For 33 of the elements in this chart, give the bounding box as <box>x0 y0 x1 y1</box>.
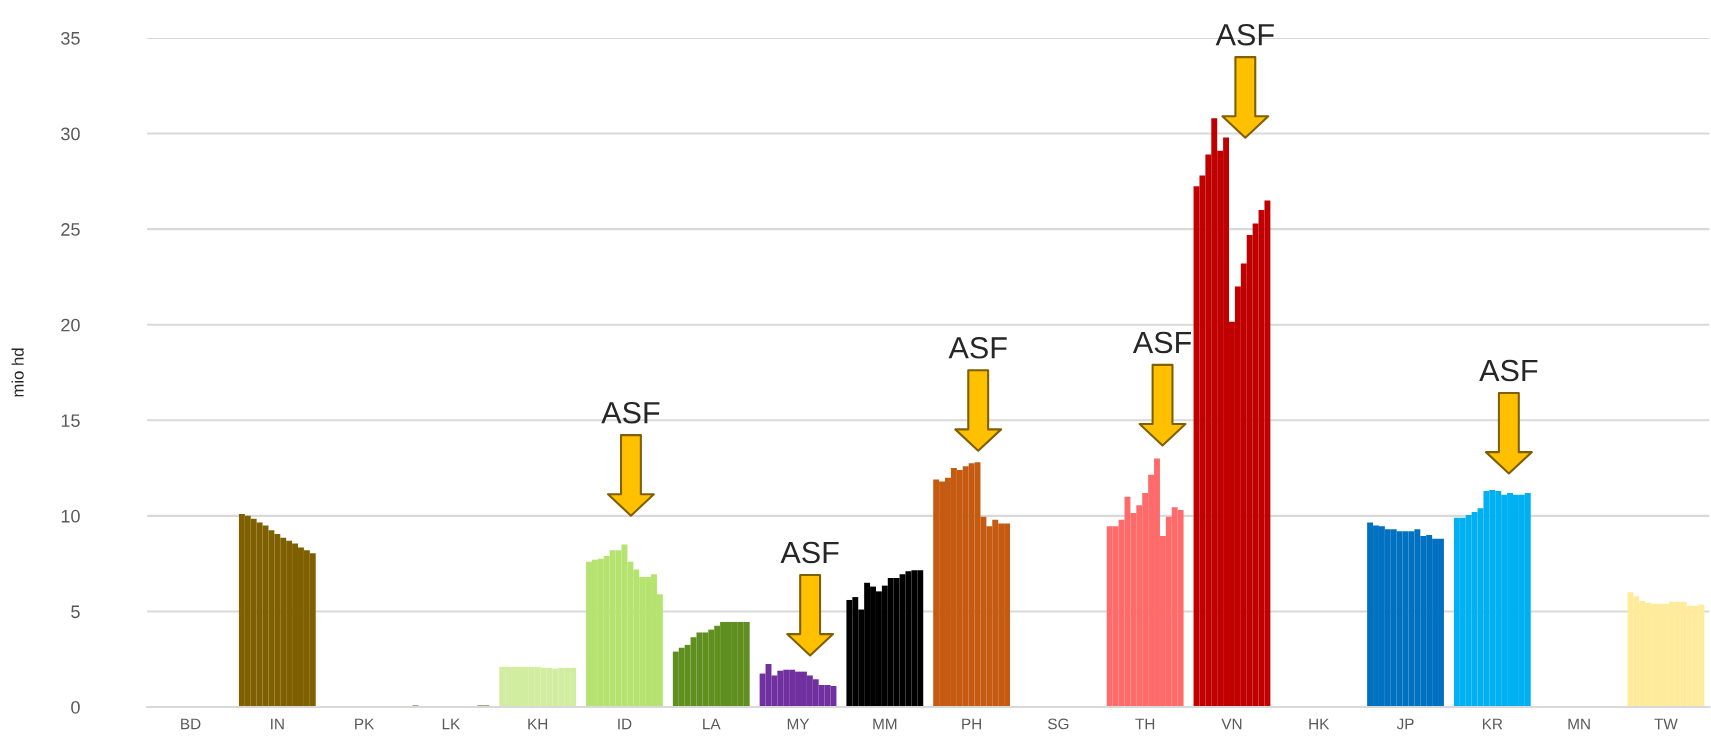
y-tick-label: 30 <box>61 127 80 141</box>
x-tick-label: TW <box>1654 718 1678 730</box>
annotation: ASF <box>948 336 1007 359</box>
annotation: ASF <box>601 401 660 424</box>
x-tick-label: SG <box>1048 718 1069 730</box>
x-tick-label: MN <box>1568 718 1590 730</box>
x-tick-label: KR <box>1482 718 1503 730</box>
y-tick-label: 5 <box>71 605 80 619</box>
x-tick-label: MY <box>787 718 810 730</box>
x-tick-label: PK <box>355 718 375 730</box>
annotation: ASF <box>1215 23 1274 46</box>
x-tick-label: HK <box>1309 718 1330 730</box>
y-tick-label: 25 <box>61 223 80 236</box>
y-tick-label: 15 <box>61 414 80 428</box>
x-tick-label: MM <box>873 718 897 730</box>
annotation: ASF <box>1132 331 1192 354</box>
annotation: ASF <box>780 541 839 564</box>
y-axis-title: mio hd <box>11 348 24 397</box>
x-tick-label: LK <box>442 718 461 730</box>
y-tick-label: 10 <box>61 509 80 523</box>
x-tick-label: TH <box>1135 718 1155 730</box>
x-tick-label: ID <box>618 718 632 730</box>
x-tick-label: BD <box>181 718 201 730</box>
x-tick-label: VN <box>1221 718 1242 730</box>
annotation: ASF <box>1479 359 1538 382</box>
x-tick-label: IN <box>271 718 284 730</box>
y-tick-label: 20 <box>61 318 80 332</box>
x-tick-label: KH <box>528 718 548 730</box>
y-tick-label: 0 <box>71 700 80 714</box>
x-tick-label: PH <box>962 718 981 730</box>
x-tick-label: LA <box>703 718 721 730</box>
y-tick-label: 35 <box>61 31 80 45</box>
x-tick-label: JP <box>1396 718 1414 730</box>
